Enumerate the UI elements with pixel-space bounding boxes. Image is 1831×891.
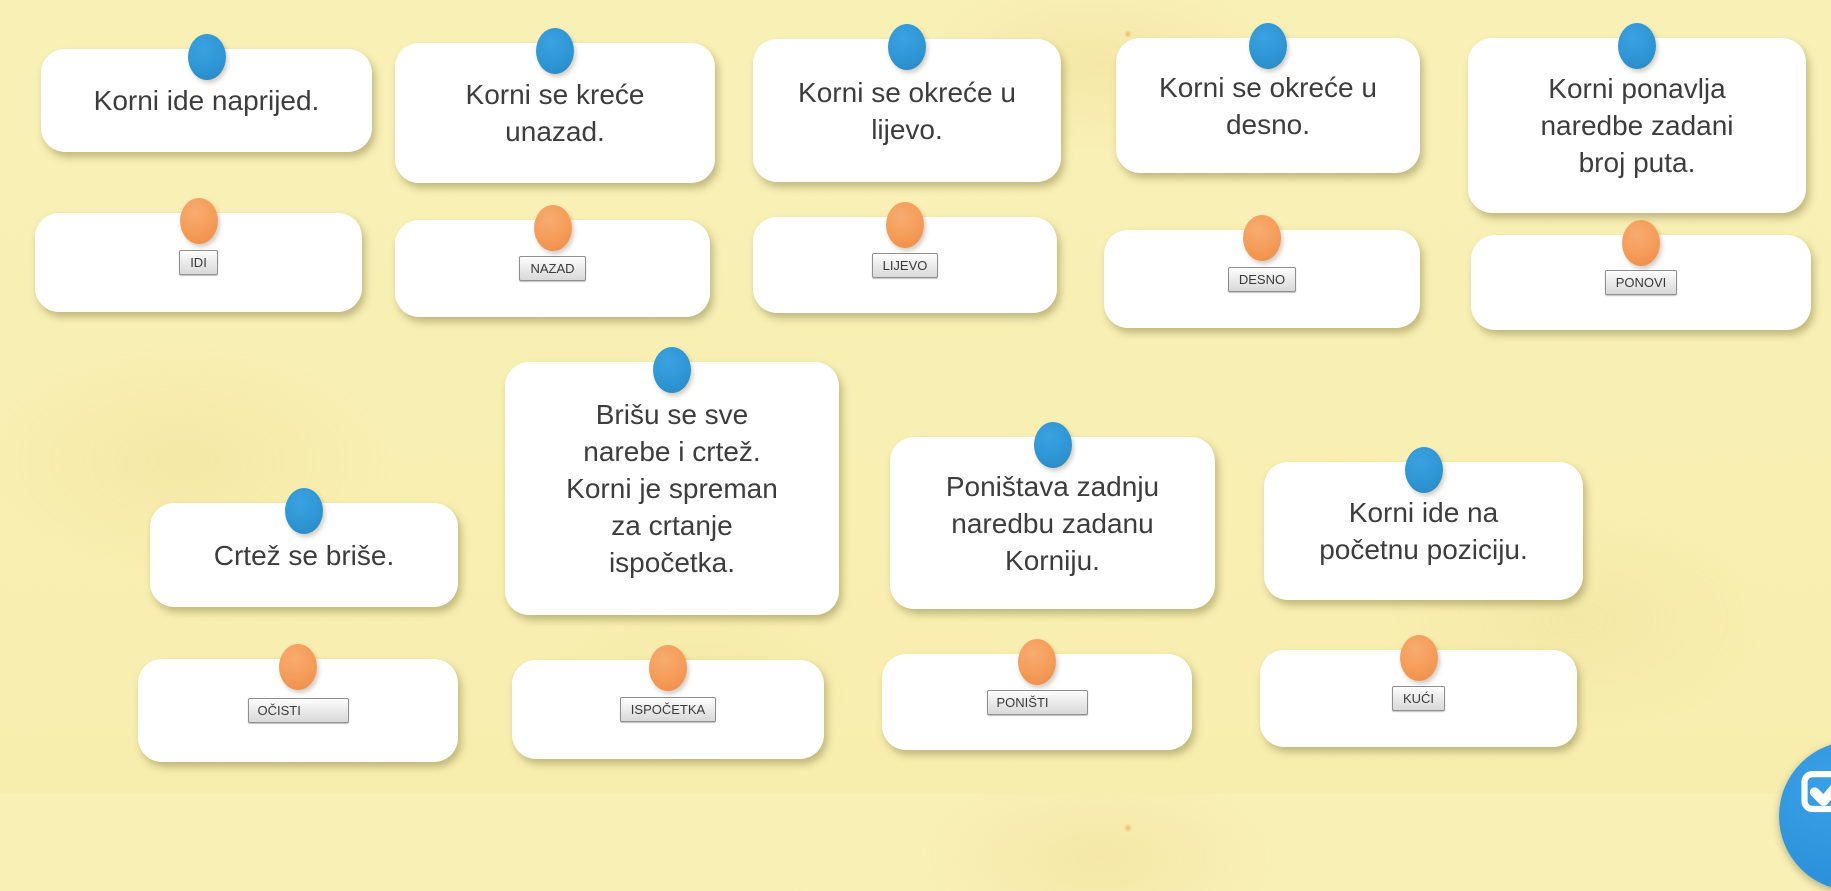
orange-pin-icon (886, 202, 924, 248)
description-card-naprijed[interactable]: Korni ide naprijed. (41, 49, 372, 152)
orange-pin-icon (1622, 220, 1660, 266)
lijevo-button[interactable]: LIJEVO (872, 253, 939, 278)
description-text: Korni se okreće u lijevo. (788, 68, 1026, 154)
description-card-desno[interactable]: Korni se okreće u desno. (1116, 38, 1420, 173)
command-card-desno[interactable]: DESNO (1104, 230, 1420, 328)
command-card-kuci[interactable]: KUĆI (1260, 650, 1577, 747)
orange-pin-icon (279, 644, 317, 690)
blue-pin-icon (188, 34, 226, 80)
idi-button[interactable]: IDI (179, 250, 218, 275)
ispocetka-button[interactable]: ISPOČETKA (620, 697, 716, 722)
description-text: Korni se kreće unazad. (456, 70, 655, 156)
blue-pin-icon (285, 488, 323, 534)
ocisti-button[interactable]: OČISTI (248, 698, 349, 723)
blue-pin-icon (1034, 422, 1072, 468)
command-card-ispocetka[interactable]: ISPOČETKA (512, 660, 824, 759)
description-text: Korni se okreće u desno. (1149, 63, 1387, 149)
kuci-button[interactable]: KUĆI (1392, 686, 1445, 711)
ponovi-button[interactable]: PONOVI (1605, 270, 1678, 295)
orange-pin-icon (534, 205, 572, 251)
description-text: Poništava zadnju naredbu zadanu Korniju. (936, 462, 1169, 585)
orange-pin-icon (1400, 635, 1438, 681)
description-card-ponistava[interactable]: Poništava zadnju naredbu zadanu Korniju. (890, 437, 1215, 609)
description-card-brisu-sve[interactable]: Brišu se sve narebe i crtež. Korni je sp… (505, 362, 839, 615)
orange-pin-icon (180, 198, 218, 244)
command-card-ponisti[interactable]: PONIŠTI (882, 654, 1192, 750)
description-card-lijevo[interactable]: Korni se okreće u lijevo. (753, 39, 1061, 182)
description-card-crtez-brise[interactable]: Crtež se briše. (150, 503, 458, 607)
description-text: Korni ponavlja naredbe zadani broj puta. (1530, 64, 1743, 187)
blue-pin-icon (1249, 23, 1287, 69)
blue-pin-icon (653, 347, 691, 393)
command-card-ocisti[interactable]: OČISTI (138, 659, 458, 762)
check-answer-button[interactable] (1779, 741, 1831, 891)
desno-button[interactable]: DESNO (1228, 267, 1296, 292)
blue-pin-icon (1618, 23, 1656, 69)
description-text: Brišu se sve narebe i crtež. Korni je sp… (556, 390, 788, 587)
orange-pin-icon (649, 645, 687, 691)
orange-pin-icon (1243, 215, 1281, 261)
description-text: Korni ide naprijed. (84, 76, 330, 125)
matching-exercise-canvas: { "app": { "kind": "matching-pairs exerc… (0, 0, 1831, 794)
ponisti-button[interactable]: PONIŠTI (987, 690, 1088, 715)
command-card-ponovi[interactable]: PONOVI (1471, 235, 1811, 330)
blue-pin-icon (888, 24, 926, 70)
command-card-idi[interactable]: IDI (35, 213, 362, 312)
description-text: Korni ide na početnu poziciju. (1309, 488, 1538, 574)
nazad-button[interactable]: NAZAD (519, 256, 585, 281)
description-card-pocetna-pozicija[interactable]: Korni ide na početnu poziciju. (1264, 462, 1583, 600)
command-card-nazad[interactable]: NAZAD (395, 220, 710, 317)
orange-pin-icon (1018, 639, 1056, 685)
command-card-lijevo[interactable]: LIJEVO (753, 217, 1057, 313)
description-card-ponavlja[interactable]: Korni ponavlja naredbe zadani broj puta. (1468, 38, 1806, 213)
blue-pin-icon (1405, 447, 1443, 493)
description-card-unazad[interactable]: Korni se kreće unazad. (395, 43, 715, 183)
description-text: Crtež se briše. (204, 531, 405, 580)
blue-pin-icon (536, 28, 574, 74)
